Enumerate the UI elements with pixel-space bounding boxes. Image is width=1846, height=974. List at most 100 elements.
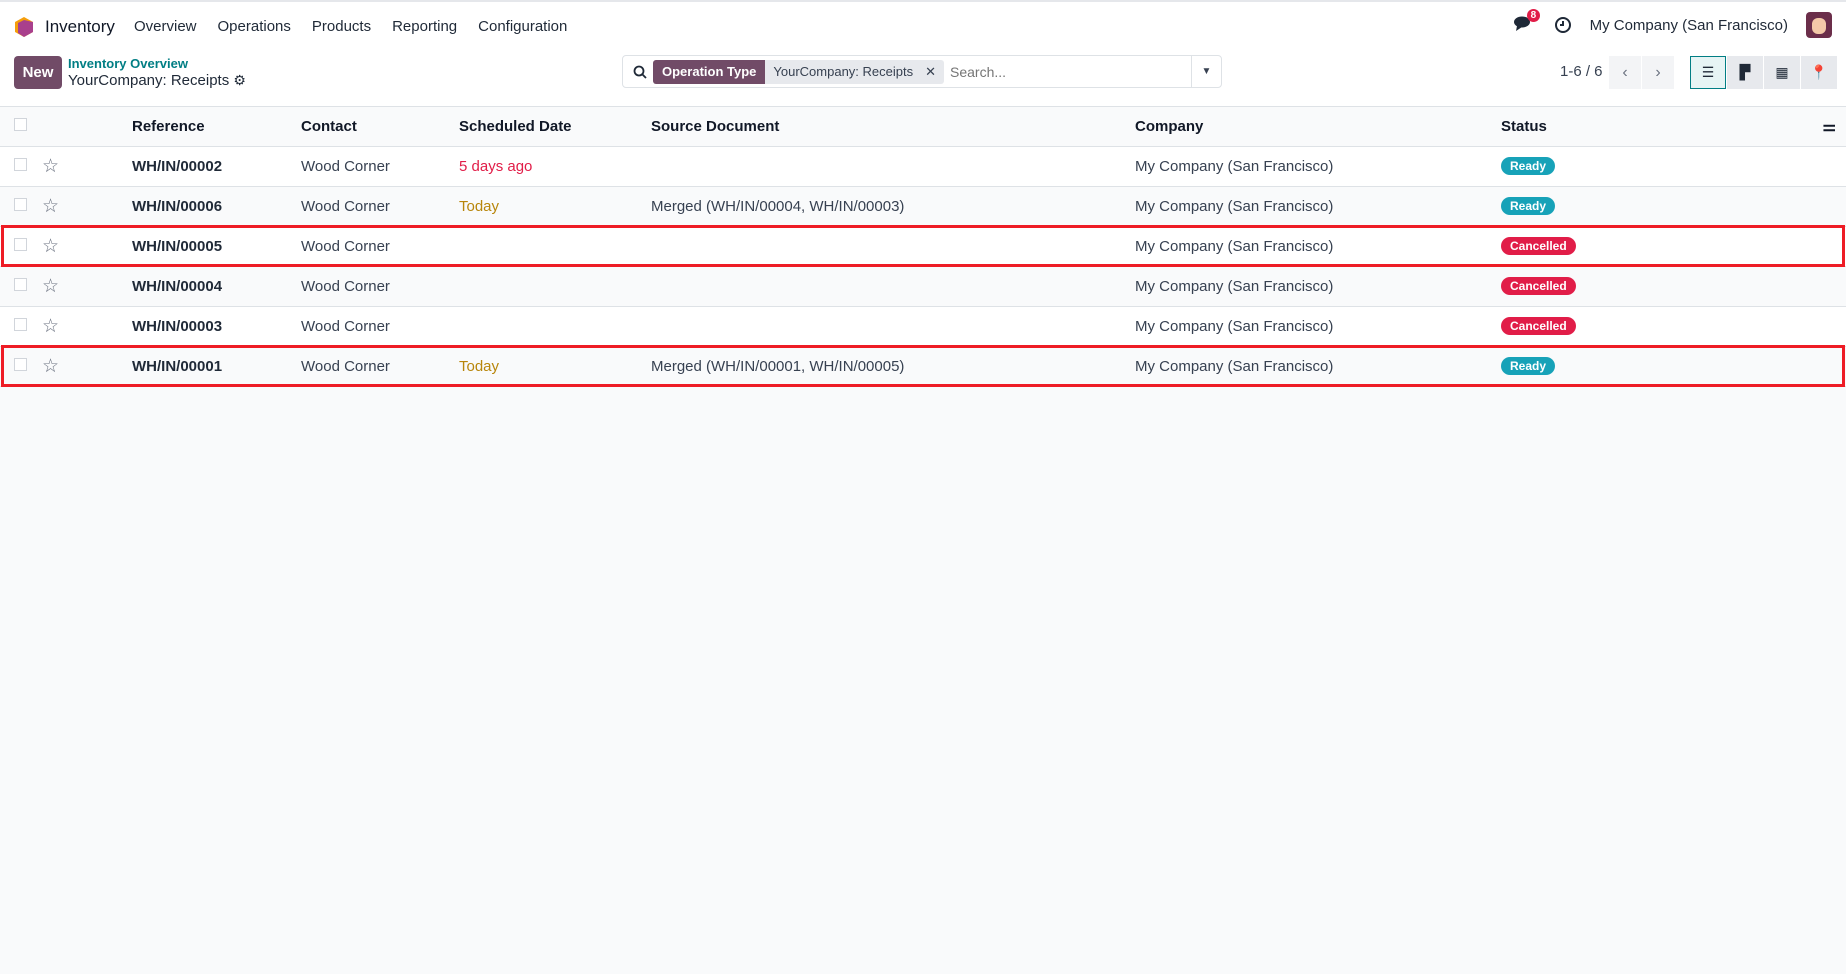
cell-company: My Company (San Francisco) [1135,266,1501,307]
menu-overview[interactable]: Overview [134,18,197,35]
clock-icon[interactable] [1554,16,1572,34]
cell-contact: Wood Corner [301,146,459,187]
table-row[interactable]: ☆ WH/IN/00002 Wood Corner 5 days ago My … [0,146,1846,187]
calendar-view-button[interactable]: ▦ [1764,56,1800,89]
facet-label: Operation Type [653,59,766,84]
cell-scheduled-date [459,306,651,347]
cell-source-document [651,226,1135,267]
cell-scheduled-date: Today [459,346,651,387]
user-avatar[interactable] [1806,12,1832,38]
cell-reference: WH/IN/00002 [132,146,301,187]
inventory-logo-icon[interactable] [14,16,34,38]
cell-source-document [651,306,1135,347]
cell-company: My Company (San Francisco) [1135,226,1501,267]
pager-previous-button[interactable]: ‹ [1609,56,1641,89]
row-checkbox[interactable] [14,237,27,251]
chevron-right-icon: › [1655,63,1661,81]
search-input[interactable] [944,56,1191,87]
search-options-toggle[interactable]: ▼ [1191,56,1221,87]
column-source-document[interactable]: Source Document [651,107,1135,147]
cell-source-document: Merged (WH/IN/00001, WH/IN/00005) [651,346,1135,387]
pager-next-button[interactable]: › [1642,56,1674,89]
menu-operations[interactable]: Operations [217,18,291,35]
cell-contact: Wood Corner [301,306,459,347]
status-badge: Cancelled [1501,277,1576,295]
row-checkbox[interactable] [14,317,27,331]
cell-reference: WH/IN/00001 [132,346,301,387]
gear-icon[interactable]: ⚙ [233,72,246,88]
table-row[interactable]: ☆ WH/IN/00004 Wood Corner My Company (Sa… [0,266,1846,307]
cell-reference: WH/IN/00006 [132,186,301,227]
list-icon: ☰ [1701,64,1715,80]
menu-reporting[interactable]: Reporting [392,18,458,35]
cell-source-document [651,146,1135,187]
map-view-button[interactable]: 📍 [1801,56,1837,89]
cell-scheduled-date [459,226,651,267]
search-bar: Operation Type YourCompany: Receipts ✕ ▼ [622,55,1222,88]
calendar-icon: ▦ [1775,64,1789,80]
cell-contact: Wood Corner [301,346,459,387]
kanban-icon: ▛ [1739,64,1751,80]
cell-source-document [651,266,1135,307]
caret-down-icon: ▼ [1201,66,1212,77]
list-view-button[interactable]: ☰ [1690,56,1726,89]
app-name[interactable]: Inventory [45,17,115,36]
cell-company: My Company (San Francisco) [1135,306,1501,347]
cell-reference: WH/IN/00005 [132,226,301,267]
star-icon[interactable]: ☆ [42,315,60,337]
messages-button[interactable]: 8 [1513,9,1541,35]
table-row[interactable]: ☆ WH/IN/00006 Wood Corner Today Merged (… [0,186,1846,227]
star-icon[interactable]: ☆ [42,195,60,217]
receipts-table: Reference Contact Scheduled Date Source … [0,107,1846,387]
new-button[interactable]: New [14,56,62,89]
chat-icon [1513,16,1530,31]
page-title-text: YourCompany: Receipts [68,72,230,89]
column-reference[interactable]: Reference [132,107,301,147]
top-navbar: Inventory Overview Operations Products R… [0,0,1846,50]
cell-reference: WH/IN/00004 [132,266,301,307]
cell-scheduled-date [459,266,651,307]
status-badge: Cancelled [1501,237,1576,255]
status-badge: Ready [1501,157,1556,175]
star-icon[interactable]: ☆ [42,355,60,377]
search-icon [633,65,647,79]
facet-value: YourCompany: Receipts ✕ [765,59,945,84]
column-status[interactable]: Status [1501,107,1811,147]
message-count-badge: 8 [1526,9,1541,22]
star-icon[interactable]: ☆ [42,155,60,177]
row-checkbox[interactable] [14,157,27,171]
table-row[interactable]: ☆ WH/IN/00001 Wood Corner Today Merged (… [0,346,1846,387]
cell-contact: Wood Corner [301,226,459,267]
column-scheduled-date[interactable]: Scheduled Date [459,107,651,147]
cell-company: My Company (San Francisco) [1135,346,1501,387]
optional-columns-icon[interactable]: ⚌ [1822,118,1836,136]
breadcrumb-inventory-overview[interactable]: Inventory Overview [68,56,188,71]
menu-configuration[interactable]: Configuration [478,18,568,35]
column-contact[interactable]: Contact [301,107,459,147]
cell-company: My Company (San Francisco) [1135,186,1501,227]
star-icon[interactable]: ☆ [42,275,60,297]
status-badge: Ready [1501,197,1556,215]
remove-facet-icon[interactable]: ✕ [925,63,937,79]
row-checkbox[interactable] [14,277,27,291]
pager-value[interactable]: 1-6 / 6 [1560,63,1603,80]
cell-scheduled-date: Today [459,186,651,227]
status-badge: Cancelled [1501,317,1576,335]
table-row[interactable]: ☆ WH/IN/00005 Wood Corner My Company (Sa… [0,226,1846,267]
row-checkbox[interactable] [14,357,27,371]
status-badge: Ready [1501,357,1556,375]
star-icon[interactable]: ☆ [42,235,60,257]
table-row[interactable]: ☆ WH/IN/00003 Wood Corner My Company (Sa… [0,306,1846,347]
facet-value-text: YourCompany: Receipts [773,63,914,79]
cell-contact: Wood Corner [301,266,459,307]
page-title: YourCompany: Receipts ⚙ [68,72,246,89]
cell-source-document: Merged (WH/IN/00004, WH/IN/00003) [651,186,1135,227]
select-all-checkbox[interactable] [14,117,27,131]
cell-scheduled-date: 5 days ago [459,146,651,187]
company-switcher[interactable]: My Company (San Francisco) [1589,16,1788,34]
column-company[interactable]: Company [1135,107,1501,147]
kanban-view-button[interactable]: ▛ [1727,56,1763,89]
menu-products[interactable]: Products [311,18,372,35]
row-checkbox[interactable] [14,197,27,211]
control-panel: New Inventory Overview YourCompany: Rece… [0,50,1846,107]
